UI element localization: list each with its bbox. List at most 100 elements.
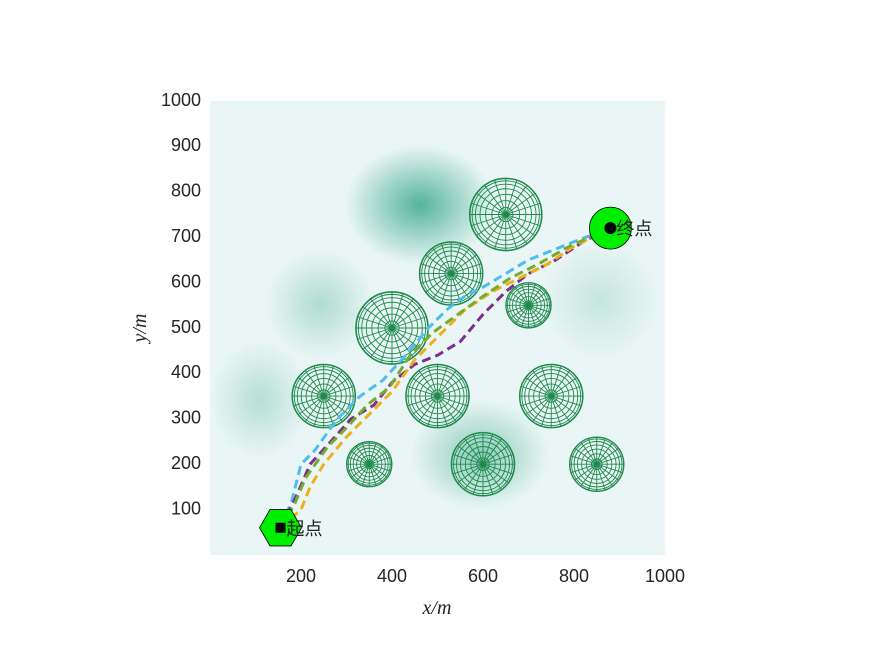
mesh-spoke (463, 463, 484, 491)
y-axis-label: y/m (129, 314, 151, 345)
mesh-spoke (323, 365, 335, 397)
mesh-spoke (304, 395, 325, 423)
mesh-spoke (528, 283, 536, 306)
mesh-spoke (437, 395, 468, 407)
x-tick-label: 200 (286, 566, 316, 586)
mesh-spoke (451, 273, 482, 284)
obstacle (405, 363, 470, 429)
mesh-spoke (505, 184, 528, 215)
mesh-spoke (476, 214, 507, 237)
mesh-spoke (540, 365, 552, 397)
mesh-spoke (368, 445, 383, 465)
mesh-spoke (505, 214, 528, 245)
mesh-spoke (323, 370, 343, 397)
y-tick-label: 500 (171, 317, 201, 337)
y-tick-label: 300 (171, 408, 201, 428)
mesh-spoke (370, 327, 393, 358)
mesh-spoke (505, 214, 536, 237)
mesh-spoke (528, 304, 551, 313)
y-tick-label: 100 (171, 498, 201, 518)
mesh-spoke (551, 385, 582, 397)
mesh-spoke (528, 305, 536, 328)
mesh-spoke (380, 327, 393, 363)
mesh-spoke (361, 442, 370, 465)
mesh-spoke (463, 438, 484, 465)
mesh-spoke (483, 184, 507, 215)
mesh-spoke (505, 214, 541, 227)
mesh-spoke (418, 370, 438, 397)
mesh-spoke (550, 395, 578, 416)
mesh-spoke (368, 450, 388, 465)
mesh-spoke (494, 179, 507, 215)
mesh-spoke (525, 395, 552, 416)
mesh-spoke (347, 463, 370, 472)
mesh-spoke (506, 304, 529, 313)
mesh-spoke (391, 327, 414, 358)
mesh-spoke (550, 395, 571, 423)
mesh-spoke (596, 447, 620, 465)
obstacle-center (389, 325, 395, 331)
mesh-spoke (596, 438, 606, 465)
mesh-spoke (437, 395, 448, 427)
obstacle-center (448, 270, 455, 277)
mesh-spoke (437, 365, 448, 397)
mesh-spoke (505, 192, 536, 215)
mesh-spoke (521, 305, 529, 328)
mesh-spoke (450, 273, 471, 300)
mesh-spoke (472, 464, 484, 495)
mesh-spoke (574, 447, 598, 465)
obstacle (569, 436, 625, 492)
mesh-spoke (369, 463, 392, 472)
mesh-spoke (293, 385, 324, 397)
mesh-spoke (528, 305, 543, 324)
mesh-spoke (551, 395, 582, 407)
mesh-spoke (432, 273, 452, 300)
mesh-spoke (525, 377, 552, 397)
mesh-spoke (427, 365, 438, 397)
y-tick-label: 900 (171, 135, 201, 155)
mesh-spoke (494, 214, 507, 250)
mesh-spoke (313, 395, 325, 427)
mesh-spoke (391, 327, 422, 350)
mesh-spoke (509, 291, 529, 306)
mesh-spoke (411, 377, 438, 397)
obstacle-center (525, 302, 532, 309)
x-tick-label: 1000 (645, 566, 685, 586)
mesh-spoke (361, 464, 370, 486)
route (279, 226, 611, 529)
mesh-spoke (391, 316, 427, 329)
obstacle (355, 291, 429, 365)
mesh-spoke (391, 298, 414, 329)
obstacle (291, 363, 357, 429)
route (279, 226, 612, 529)
mesh-spoke (362, 327, 393, 350)
mesh-spoke (482, 463, 514, 475)
x-tick-label: 400 (377, 566, 407, 586)
mesh-spoke (520, 395, 552, 407)
end-label: 终点 (616, 219, 652, 240)
mesh-spoke (596, 463, 620, 481)
obstacle-center (548, 393, 555, 400)
mesh-spoke (450, 254, 478, 274)
mesh-spoke (370, 298, 393, 329)
mesh-spoke (427, 395, 438, 427)
terrain (210, 101, 665, 555)
mesh-spoke (482, 445, 510, 465)
mesh-spoke (472, 433, 484, 465)
mesh-spoke (514, 305, 529, 324)
mesh-spoke (452, 453, 484, 465)
mesh-spoke (505, 179, 518, 215)
y-tick-label: 400 (171, 362, 201, 382)
mesh-spoke (482, 433, 494, 465)
obstacle-center (320, 393, 327, 400)
mesh-spoke (391, 293, 404, 329)
mesh-spoke (482, 463, 510, 484)
mesh-spoke (509, 304, 529, 320)
mesh-spoke (440, 243, 452, 274)
obstacle-center (434, 393, 441, 400)
mesh-spoke (347, 456, 370, 465)
mesh-spoke (506, 297, 529, 306)
mesh-spoke (451, 263, 482, 274)
mesh-spoke (368, 463, 383, 483)
x-tick-label: 800 (559, 566, 589, 586)
